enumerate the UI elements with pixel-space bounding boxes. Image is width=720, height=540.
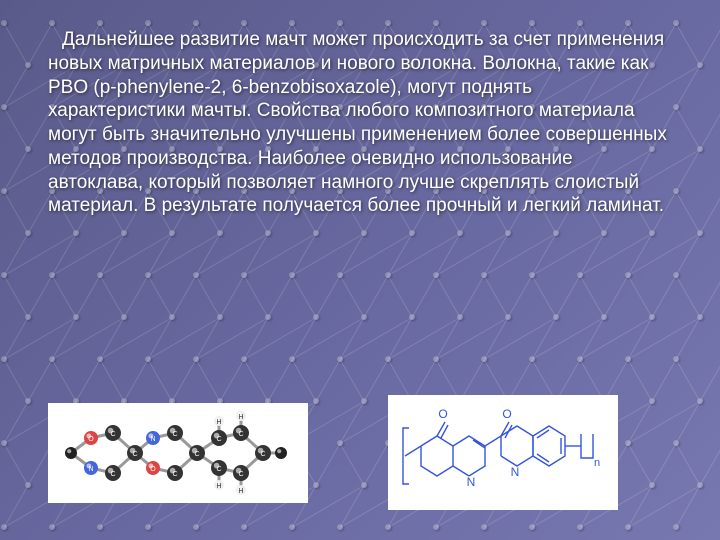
svg-text:C: C	[110, 471, 115, 478]
svg-text:O: O	[438, 407, 447, 421]
svg-text:C: C	[216, 466, 221, 473]
svg-text:C: C	[238, 431, 243, 438]
svg-text:O: O	[150, 466, 156, 473]
svg-text:O: O	[502, 407, 511, 421]
svg-text:N: N	[511, 465, 520, 479]
svg-text:H: H	[238, 488, 243, 495]
svg-text:C: C	[260, 451, 265, 458]
svg-text:C: C	[238, 471, 243, 478]
svg-text:N: N	[150, 436, 155, 443]
molecule-3d-image: O N C C C N O C C C C C C C C H H H H	[48, 403, 308, 503]
svg-text:C: C	[172, 471, 177, 478]
svg-text:C: C	[110, 431, 115, 438]
slide-content: Дальнейшее развитие мачт может происходи…	[0, 0, 720, 218]
image-row: O N C C C N O C C C C C C C C H H H H O N O Nn	[48, 395, 672, 510]
svg-text:H: H	[238, 414, 243, 421]
svg-text:n: n	[594, 457, 600, 469]
svg-text:O: O	[88, 436, 94, 443]
svg-text:N: N	[467, 475, 476, 489]
svg-text:C: C	[216, 436, 221, 443]
svg-text:N: N	[88, 466, 93, 473]
molecule-2d-image: O N O Nn	[388, 395, 618, 510]
svg-text:H: H	[216, 419, 221, 426]
svg-text:C: C	[172, 431, 177, 438]
svg-text:C: C	[194, 451, 199, 458]
body-text: Дальнейшее развитие мачт может происходи…	[48, 28, 672, 218]
svg-text:C: C	[132, 451, 137, 458]
svg-text:H: H	[216, 483, 221, 490]
